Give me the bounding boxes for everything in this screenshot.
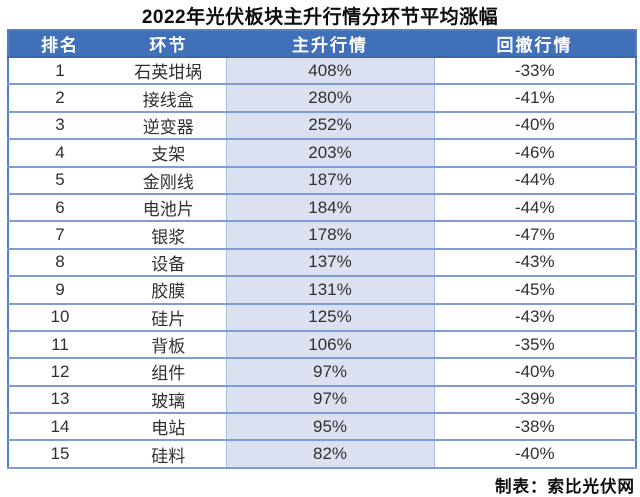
rank-cell: 12	[8, 358, 111, 386]
header-cell-rank: 排名	[8, 30, 111, 58]
rank-cell: 9	[8, 276, 111, 304]
rank-cell: 11	[8, 330, 111, 359]
segment-cell: 背板	[111, 330, 226, 359]
table-row: 6 电池片 184% -44%	[8, 193, 636, 222]
rank-cell: 2	[8, 84, 111, 112]
segment-cell: 组件	[111, 358, 226, 386]
rally-cell: 408%	[225, 57, 435, 85]
drawdown-cell: -44%	[434, 166, 636, 194]
table-row: 14 电站 95% -38%	[8, 413, 636, 441]
segment-cell: 玻璃	[111, 385, 226, 414]
rank-cell: 8	[8, 248, 111, 277]
segment-cell: 石英坩埚	[111, 57, 226, 85]
drawdown-cell: -39%	[434, 385, 636, 414]
rank-cell: 5	[8, 166, 111, 194]
drawdown-cell: -45%	[434, 276, 636, 304]
rally-cell: 203%	[225, 139, 435, 167]
drawdown-cell: -40%	[434, 358, 636, 386]
rank-cell: 6	[8, 193, 111, 222]
segment-cell: 接线盒	[111, 84, 226, 112]
rank-cell: 3	[8, 111, 111, 140]
table-row: 15 硅料 82% -40%	[8, 440, 636, 468]
table-row: 1 石英坩埚 408% -33%	[8, 57, 636, 85]
rank-cell: 1	[8, 57, 111, 85]
drawdown-cell: -44%	[434, 193, 636, 222]
rally-cell: 131%	[225, 276, 435, 304]
rank-cell: 14	[8, 413, 111, 441]
drawdown-cell: -43%	[434, 248, 636, 277]
drawdown-cell: -41%	[434, 84, 636, 112]
rally-cell: 252%	[225, 111, 435, 140]
rally-cell: 82%	[225, 440, 435, 468]
table-row: 3 逆变器 252% -40%	[8, 111, 636, 140]
table-row: 13 玻璃 97% -39%	[8, 385, 636, 414]
header-cell-rally: 主升行情	[226, 30, 434, 58]
rally-cell: 95%	[225, 413, 435, 441]
table-row: 10 硅片 125% -43%	[8, 303, 636, 331]
rally-cell: 137%	[225, 248, 435, 277]
table-header-row: 排名 环节 主升行情 回撤行情	[8, 30, 636, 58]
drawdown-cell: -40%	[434, 440, 636, 468]
table-body: 1 石英坩埚 408% -33% 2 接线盒 280% -41% 3 逆变器 2…	[8, 57, 636, 468]
rank-cell: 4	[8, 139, 111, 167]
rank-cell: 15	[8, 440, 111, 468]
page-title: 2022年光伏板块主升行情分环节平均涨幅	[141, 7, 499, 28]
table-row: 9 胶膜 131% -45%	[8, 276, 636, 304]
drawdown-cell: -47%	[434, 221, 636, 249]
rank-cell: 10	[8, 303, 111, 331]
rally-cell: 184%	[225, 193, 435, 222]
drawdown-cell: -33%	[434, 57, 636, 85]
rank-cell: 7	[8, 221, 111, 249]
rank-cell: 13	[8, 385, 111, 414]
rally-cell: 106%	[225, 330, 435, 359]
table-row: 8 设备 137% -43%	[8, 248, 636, 277]
table-row: 7 银浆 178% -47%	[8, 221, 636, 249]
rally-cell: 97%	[225, 385, 435, 414]
header-cell-segment: 环节	[111, 30, 226, 58]
rally-cell: 97%	[225, 358, 435, 386]
drawdown-cell: -46%	[434, 139, 636, 167]
table-row: 11 背板 106% -35%	[8, 330, 636, 359]
segment-cell: 银浆	[111, 221, 226, 249]
segment-cell: 金刚线	[111, 166, 226, 194]
rally-cell: 125%	[225, 303, 435, 331]
segment-cell: 硅料	[111, 440, 226, 468]
segment-cell: 设备	[111, 248, 226, 277]
segment-cell: 硅片	[111, 303, 226, 331]
table-row: 12 组件 97% -40%	[8, 358, 636, 386]
rally-cell: 280%	[225, 84, 435, 112]
drawdown-cell: -35%	[434, 330, 636, 359]
data-table: 排名 环节 主升行情 回撤行情 1 石英坩埚 408% -33% 2 接线盒 2…	[7, 29, 637, 469]
header-cell-drawdown: 回撤行情	[434, 30, 636, 58]
rally-cell: 187%	[225, 166, 435, 194]
segment-cell: 支架	[111, 139, 226, 167]
drawdown-cell: -40%	[434, 111, 636, 140]
segment-cell: 电站	[111, 413, 226, 441]
table-row: 5 金刚线 187% -44%	[8, 166, 636, 194]
table-row: 2 接线盒 280% -41%	[8, 84, 636, 112]
drawdown-cell: -38%	[434, 413, 636, 441]
table-row: 4 支架 203% -46%	[8, 139, 636, 167]
segment-cell: 逆变器	[111, 111, 226, 140]
segment-cell: 电池片	[111, 193, 226, 222]
segment-cell: 胶膜	[111, 276, 226, 304]
credit-note: 制表：索比光伏网	[495, 478, 635, 496]
rally-cell: 178%	[225, 221, 435, 249]
drawdown-cell: -43%	[434, 303, 636, 331]
